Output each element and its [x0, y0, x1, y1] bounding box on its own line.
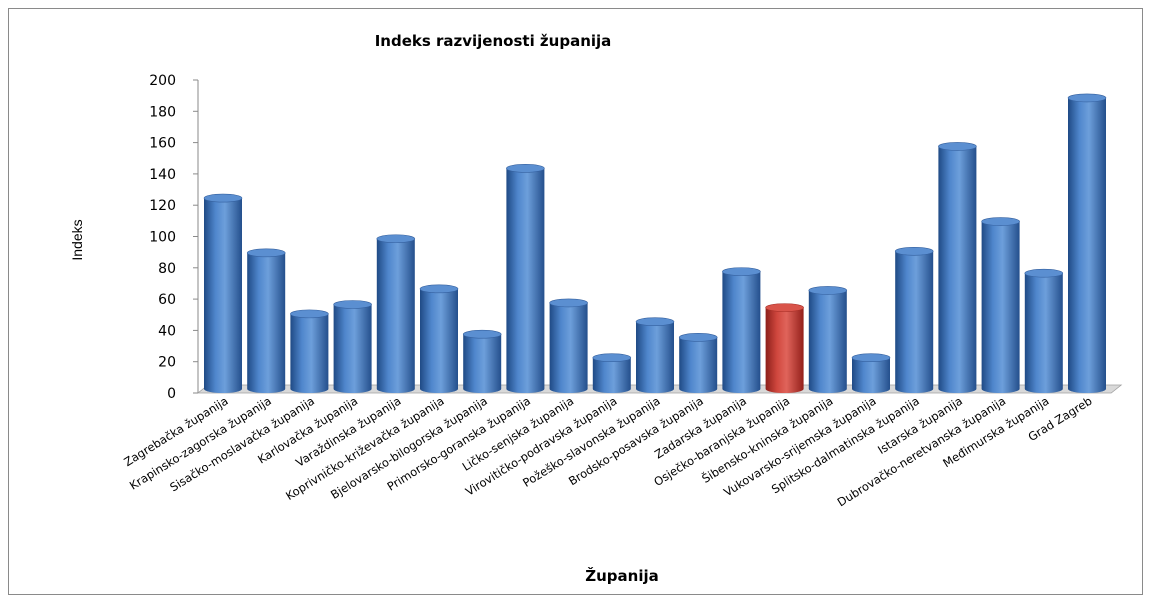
- bar: [592, 353, 632, 393]
- bar: [376, 234, 416, 393]
- bar: [894, 246, 934, 393]
- y-tick-label: 180: [149, 104, 176, 120]
- bar: [635, 317, 675, 393]
- bar: [462, 329, 502, 393]
- y-tick-label: 0: [167, 386, 176, 402]
- bar: [333, 300, 372, 393]
- bar: [1067, 93, 1107, 393]
- y-tick-label: 80: [158, 261, 176, 277]
- y-tick-label: 100: [149, 230, 176, 246]
- y-tick-label: 60: [158, 292, 176, 308]
- bar: [506, 164, 545, 393]
- bars: [203, 93, 1107, 393]
- y-tick-label: 140: [149, 167, 176, 183]
- bar: [290, 309, 329, 393]
- bar: [203, 193, 243, 393]
- y-axis-title: Indeks: [69, 219, 85, 260]
- bar: [722, 267, 761, 393]
- bar: [419, 284, 459, 393]
- bar: [765, 303, 804, 393]
- bar: [678, 333, 718, 393]
- y-tick-label: 120: [149, 198, 176, 214]
- bar: [981, 217, 1020, 393]
- y-tick-label: 20: [158, 355, 176, 371]
- bar: [1024, 268, 1064, 393]
- y-tick-label: 160: [149, 136, 176, 152]
- y-tick-label: 40: [158, 323, 176, 339]
- bar: [808, 286, 848, 393]
- bar: [246, 248, 286, 393]
- bar: [851, 353, 891, 393]
- bar: [549, 298, 588, 393]
- bar: [938, 142, 977, 393]
- chart-title: Indeks razvijenosti županija: [375, 32, 612, 50]
- y-tick-labels: 0 20 40 60 80 100 120 140 160 180 200: [149, 73, 198, 402]
- y-tick-label: 200: [149, 73, 176, 89]
- x-axis-title: Županija: [585, 566, 659, 585]
